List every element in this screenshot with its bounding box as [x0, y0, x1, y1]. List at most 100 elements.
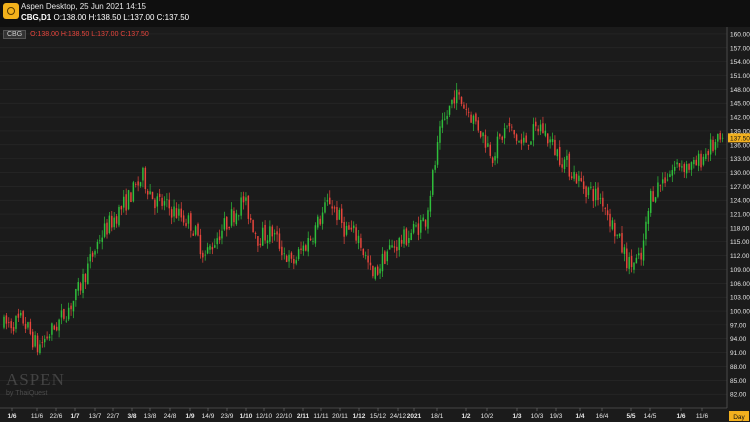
candle: [470, 111, 472, 123]
candle: [547, 133, 549, 147]
candle: [190, 210, 192, 238]
y-tick-label: 103.00: [730, 295, 750, 302]
candle: [352, 221, 355, 233]
candle: [690, 161, 693, 176]
candle: [381, 247, 384, 277]
watermark: ASPEN: [6, 370, 65, 389]
candle-body: [305, 245, 307, 251]
candle: [717, 133, 719, 148]
candle: [228, 226, 230, 231]
x-tick-label: 1/9: [185, 413, 194, 420]
candle: [48, 333, 51, 341]
candle-body: [709, 139, 712, 155]
candle-body: [575, 173, 578, 184]
candle-body: [273, 233, 276, 235]
candle: [206, 242, 209, 255]
candle-body: [384, 251, 386, 264]
candle: [673, 160, 676, 175]
chart-panel[interactable]: 160.00 157.00 154.00 151.00 148.00 145.00 142.…: [0, 27, 750, 422]
y-tick-label: 145.00: [730, 101, 750, 108]
candle-body: [65, 320, 68, 322]
candle-body: [67, 307, 70, 320]
candle: [46, 331, 48, 341]
candle: [221, 224, 223, 245]
candle: [360, 233, 362, 251]
candlestick-chart[interactable]: 160.00 157.00 154.00 151.00 148.00 145.00 142.…: [0, 27, 750, 422]
x-tick-label: 11/6: [31, 413, 44, 420]
candle: [197, 222, 199, 237]
candle-body: [467, 111, 470, 113]
candle-body: [661, 179, 664, 184]
candle-body: [218, 236, 221, 241]
candle-body: [611, 220, 614, 230]
candle: [410, 229, 412, 241]
candle: [257, 236, 259, 252]
candle: [376, 264, 379, 276]
candle-body: [113, 217, 115, 228]
candle: [695, 155, 697, 166]
candle: [127, 189, 130, 211]
candle-body: [192, 233, 194, 236]
candle-body: [5, 315, 8, 324]
app-header: Aspen Desktop, 25 Jun 2021 14:15 CBG,D1 …: [0, 0, 750, 27]
candle: [455, 82, 458, 110]
candle-body: [12, 327, 15, 332]
candle-body: [673, 166, 676, 171]
candle: [51, 322, 53, 341]
candle: [65, 316, 68, 323]
candle: [642, 233, 645, 266]
candle: [472, 114, 475, 132]
y-tick-label: 100.00: [730, 309, 750, 316]
candle-body: [53, 325, 56, 330]
candle: [621, 226, 623, 254]
x-tick-label: 1/3: [512, 413, 521, 420]
candle-body: [293, 258, 295, 264]
candle-body: [158, 193, 161, 197]
candle: [650, 188, 652, 217]
candle-body: [676, 162, 678, 165]
candle-body: [609, 213, 611, 227]
candle-body: [278, 233, 281, 249]
x-tick-label: 2/11: [297, 413, 310, 420]
candle-body: [518, 141, 520, 143]
candle-body: [24, 323, 27, 329]
x-tick-label: 10/2: [481, 413, 494, 420]
candle: [348, 221, 350, 230]
candle: [182, 210, 185, 226]
candle-body: [558, 146, 561, 165]
candle: [144, 166, 147, 194]
candle: [434, 160, 436, 173]
series-name: CBG: [3, 30, 27, 39]
candle-body: [10, 321, 12, 329]
candle: [70, 302, 72, 316]
candle-body: [597, 187, 599, 201]
candle-body: [221, 230, 223, 239]
candle-body: [719, 133, 721, 140]
candle-body: [396, 246, 398, 251]
candle: [535, 117, 537, 131]
x-tick-label: 1/10: [240, 413, 253, 420]
aspen-logo-icon: [3, 3, 19, 19]
candle-body: [369, 262, 372, 266]
candle-body: [139, 182, 142, 187]
candle-body: [487, 143, 489, 147]
candle-body: [103, 223, 106, 237]
candle-body: [434, 165, 436, 170]
candle-body: [187, 215, 190, 224]
candle-body: [685, 163, 688, 174]
x-unit-badge: [729, 411, 749, 421]
candle-body: [247, 195, 250, 219]
candle: [633, 262, 635, 274]
y-tick-label: 142.00: [730, 115, 750, 122]
candle: [467, 107, 470, 118]
candle: [113, 212, 115, 230]
candle: [458, 89, 460, 100]
candle-body: [427, 210, 429, 229]
candle-body: [551, 139, 554, 143]
candle: [628, 252, 630, 275]
x-tick-label: 15/12: [370, 413, 387, 420]
x-tick-label: 13/7: [89, 413, 102, 420]
candle: [214, 238, 216, 249]
candle: [333, 205, 336, 213]
candle: [501, 135, 503, 143]
